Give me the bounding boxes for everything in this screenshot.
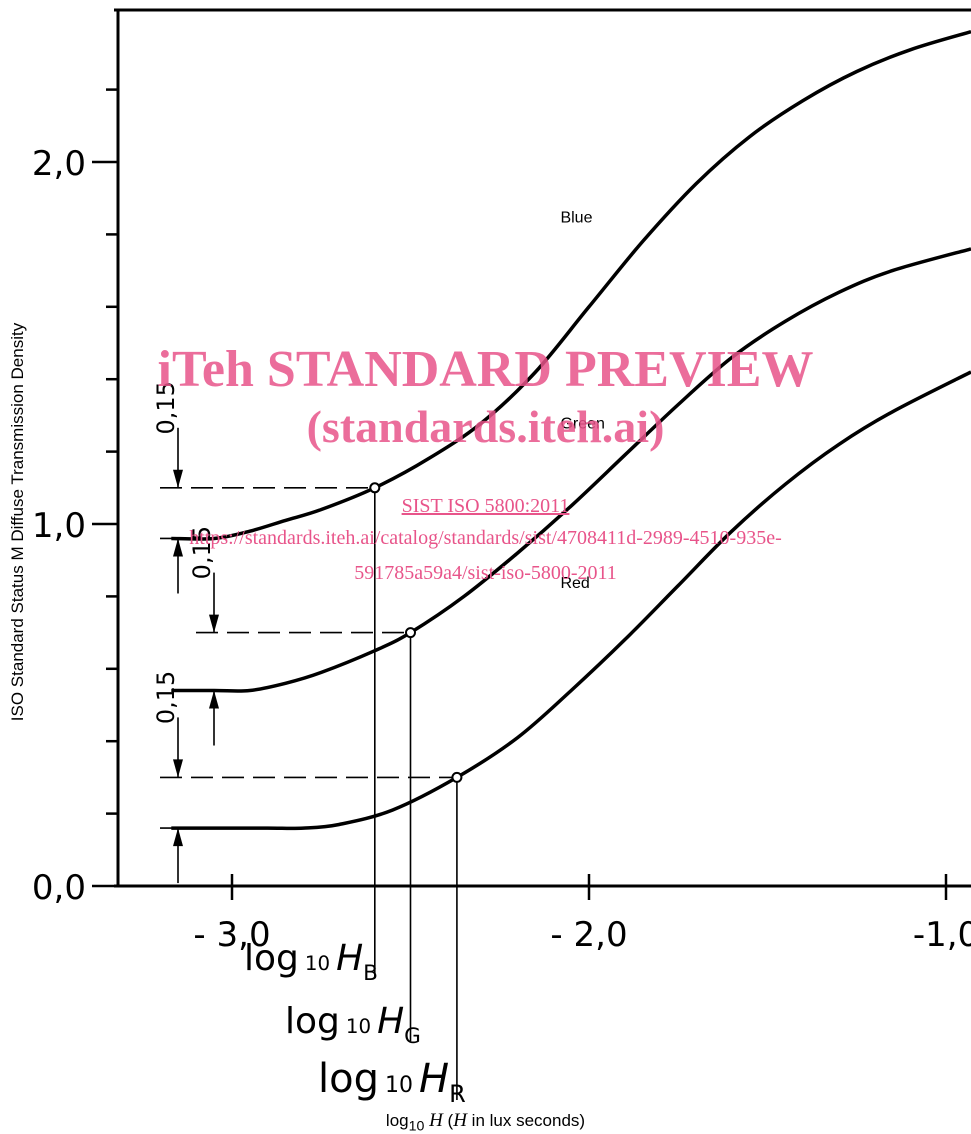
y-tick-label: 2,0 [32, 144, 86, 184]
arrow-head-up [173, 538, 183, 557]
point-marker-b [369, 482, 381, 494]
y-tick-label: 0,0 [32, 868, 86, 908]
arrow-head-down [173, 469, 183, 488]
y-tick-label: 1,0 [32, 506, 86, 546]
watermark-url-line1: https://standards.iteh.ai/catalog/standa… [189, 527, 782, 549]
increment-label: 0,15 [152, 671, 180, 724]
arrow-head-down [173, 759, 183, 778]
curve-green [171, 247, 971, 693]
watermark-subtitle: (standards.iteh.ai) [306, 401, 665, 452]
annotations: 0,15 log 10 HB 0,15 log 10 HG 0,15 log 10 HR [152, 381, 466, 1108]
watermark-title: iTeh STANDARD PREVIEW [157, 341, 814, 398]
log-label-g: log 10 HG [285, 1001, 421, 1049]
arrow-head-down [209, 614, 219, 633]
increment-label: 0,15 [188, 526, 216, 579]
curve-blue [171, 30, 971, 541]
x-tick-label: - 3,0 [193, 915, 270, 955]
x-axis-label: log10 H (H in lux seconds) [385, 1110, 586, 1134]
log-label-r: log 10 HR [318, 1056, 466, 1108]
point-marker-r [451, 771, 463, 783]
increment-label: 0,15 [152, 381, 180, 434]
series-label-red: Red [560, 575, 589, 592]
axes: 0,0 1,0 2,0 - 3,0 - 2,0 -1,0 [32, 8, 971, 955]
curves: Blue Green Red [171, 30, 971, 831]
arrow-head-up [209, 690, 219, 709]
point-marker-g [405, 627, 416, 639]
arrow-head-up [173, 828, 183, 847]
x-tick-label: -1,0 [913, 915, 971, 955]
curve-red [171, 370, 971, 831]
watermark-url-line2: 591785a59a4/sist-iso-5800-2011 [354, 562, 617, 584]
log-label-b: log 10 HB [244, 938, 378, 986]
series-label-green: Green [560, 416, 604, 433]
watermark-ref-link[interactable]: SIST ISO 5800:2011 [401, 495, 570, 517]
series-label-blue: Blue [560, 209, 592, 226]
x-tick-label: - 2,0 [550, 915, 627, 955]
